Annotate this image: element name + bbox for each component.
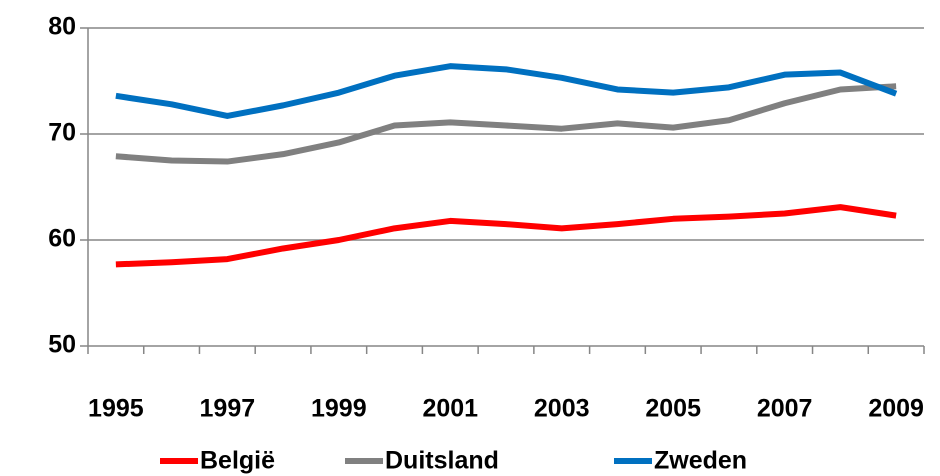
legend-label: België (200, 447, 275, 475)
x-tick-label: 1997 (200, 395, 256, 423)
series-line (115, 63, 898, 119)
x-tick-label: 2007 (757, 395, 813, 423)
x-tick-label: 2001 (422, 395, 478, 423)
series-line (115, 83, 897, 165)
y-tick-label: 70 (48, 119, 76, 147)
x-tick-label: 1999 (311, 395, 367, 423)
y-tick-label: 50 (48, 331, 76, 359)
y-tick-label: 60 (48, 225, 76, 253)
x-tick-label: 2009 (868, 395, 924, 423)
legend-label: Duitsland (385, 447, 499, 475)
legend-label: Zweden (654, 447, 747, 475)
series-line (115, 204, 897, 268)
x-tick-label: 2003 (534, 395, 590, 423)
y-tick-label: 80 (48, 13, 76, 41)
x-tick-label: 2005 (645, 395, 701, 423)
x-tick-label: 1995 (88, 395, 144, 423)
